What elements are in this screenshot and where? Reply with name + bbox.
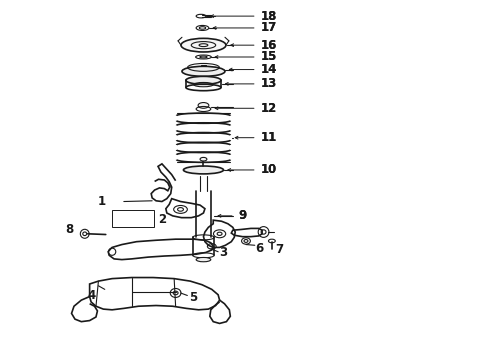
Text: 14: 14: [261, 63, 277, 76]
Ellipse shape: [182, 66, 225, 76]
Text: 4: 4: [88, 289, 96, 302]
Text: 2: 2: [158, 213, 166, 226]
Text: 1: 1: [98, 195, 106, 208]
Text: 18: 18: [261, 10, 277, 23]
Text: 7: 7: [275, 243, 283, 256]
Text: 17: 17: [261, 22, 277, 35]
Ellipse shape: [181, 39, 226, 52]
Text: 6: 6: [256, 242, 264, 255]
Text: 5: 5: [189, 291, 197, 304]
Text: 13: 13: [261, 77, 277, 90]
Ellipse shape: [200, 157, 207, 161]
Text: 16: 16: [261, 39, 277, 52]
Text: 3: 3: [220, 246, 228, 259]
Ellipse shape: [198, 103, 209, 108]
Text: 10: 10: [261, 163, 277, 176]
Text: 15: 15: [261, 50, 277, 63]
Text: 9: 9: [239, 210, 247, 222]
Text: 17: 17: [261, 22, 277, 35]
Text: 11: 11: [261, 131, 277, 144]
Text: 11: 11: [261, 131, 277, 144]
Text: 15: 15: [261, 50, 277, 63]
Bar: [112, 210, 154, 227]
Text: 18: 18: [261, 10, 277, 23]
Text: 8: 8: [65, 223, 73, 236]
Text: 16: 16: [261, 39, 277, 52]
Text: 13: 13: [261, 77, 277, 90]
Text: 9: 9: [239, 210, 247, 222]
Text: 12: 12: [261, 102, 277, 115]
Text: 10: 10: [261, 163, 277, 176]
Ellipse shape: [186, 76, 221, 84]
Ellipse shape: [196, 257, 211, 262]
Ellipse shape: [183, 166, 223, 174]
Text: 14: 14: [261, 63, 277, 76]
Text: 12: 12: [261, 102, 277, 115]
